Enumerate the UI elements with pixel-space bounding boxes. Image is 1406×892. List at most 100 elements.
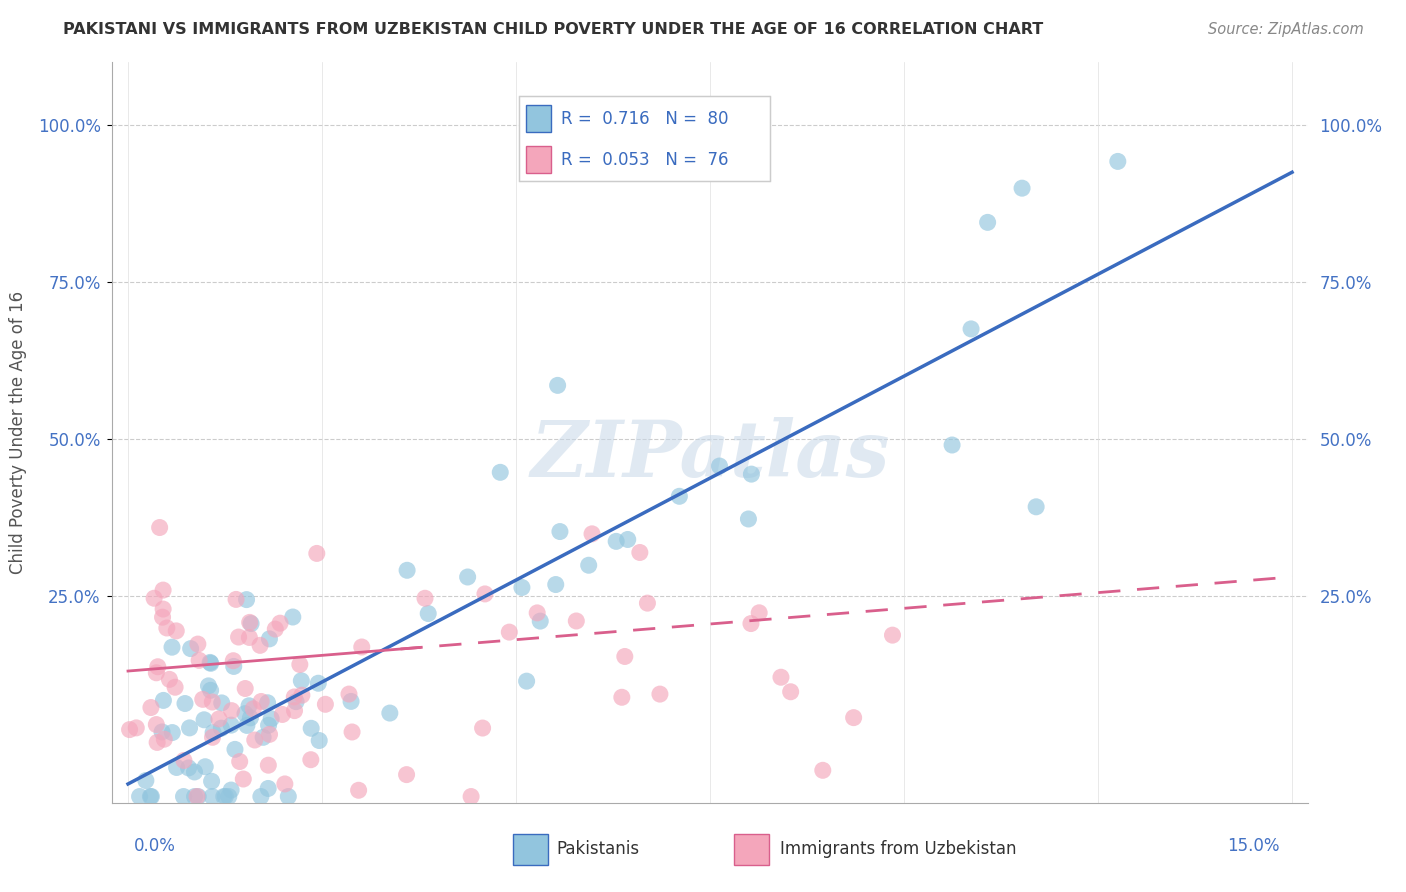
Point: [211, 696, 233, 710]
Point: [413, 591, 436, 606]
Point: [200, 774, 222, 789]
Point: [418, 607, 440, 621]
Point: [201, 731, 224, 745]
Point: [457, 570, 479, 584]
Point: [193, 713, 215, 727]
Point: [941, 438, 963, 452]
Point: [159, 673, 181, 687]
Point: [201, 789, 224, 804]
Point: [252, 731, 274, 745]
Point: [173, 789, 195, 804]
Point: [257, 718, 280, 732]
Point: [529, 614, 551, 628]
Point: [200, 683, 222, 698]
Point: [737, 512, 759, 526]
Point: [337, 687, 360, 701]
Point: [212, 789, 235, 804]
Point: [547, 378, 569, 392]
Point: [299, 721, 322, 735]
Point: [740, 616, 762, 631]
Point: [960, 322, 983, 336]
Point: [183, 764, 205, 779]
Point: [779, 685, 801, 699]
Point: [183, 789, 205, 804]
Point: [264, 622, 287, 636]
Point: [769, 670, 792, 684]
Point: [259, 727, 281, 741]
Point: [648, 687, 671, 701]
Point: [187, 789, 209, 804]
Point: [271, 707, 294, 722]
Point: [283, 690, 305, 704]
Point: [256, 696, 278, 710]
Point: [340, 694, 363, 708]
Point: [125, 721, 148, 735]
Point: [218, 789, 240, 804]
Text: ZIPatlas: ZIPatlas: [530, 417, 890, 493]
Point: [340, 725, 363, 739]
Point: [250, 694, 273, 708]
Point: [610, 690, 633, 705]
Point: [291, 688, 314, 702]
Point: [128, 789, 150, 804]
Point: [314, 698, 336, 712]
Point: [748, 606, 770, 620]
Point: [240, 616, 263, 631]
Point: [740, 467, 762, 482]
Point: [225, 592, 247, 607]
Point: [228, 755, 250, 769]
Point: [209, 721, 232, 735]
Point: [139, 700, 162, 714]
Point: [308, 733, 330, 747]
Point: [395, 767, 418, 781]
Point: [636, 596, 658, 610]
Point: [145, 717, 167, 731]
Point: [613, 649, 636, 664]
Text: 0.0%: 0.0%: [134, 837, 176, 855]
Point: [179, 721, 201, 735]
Point: [232, 772, 254, 786]
Point: [565, 614, 588, 628]
Point: [269, 616, 291, 631]
Point: [146, 735, 169, 749]
Point: [842, 711, 865, 725]
Point: [143, 591, 166, 606]
Point: [1107, 154, 1129, 169]
Point: [156, 621, 179, 635]
Point: [174, 697, 197, 711]
Point: [460, 789, 482, 804]
Text: PAKISTANI VS IMMIGRANTS FROM UZBEKISTAN CHILD POVERTY UNDER THE AGE OF 16 CORREL: PAKISTANI VS IMMIGRANTS FROM UZBEKISTAN …: [63, 22, 1043, 37]
Point: [152, 602, 174, 616]
Point: [239, 711, 262, 725]
Point: [165, 680, 187, 694]
Text: 15.0%: 15.0%: [1227, 837, 1279, 855]
Point: [498, 625, 520, 640]
Point: [233, 681, 256, 696]
Point: [162, 725, 184, 739]
Point: [396, 563, 419, 577]
Point: [290, 673, 312, 688]
Point: [544, 577, 567, 591]
Point: [235, 592, 257, 607]
Point: [811, 764, 834, 778]
Point: [145, 665, 167, 680]
Point: [224, 742, 246, 756]
Point: [1011, 181, 1033, 195]
Point: [194, 760, 217, 774]
Point: [202, 725, 225, 739]
Point: [347, 783, 370, 797]
Point: [709, 458, 731, 473]
Point: [578, 558, 600, 573]
Point: [882, 628, 904, 642]
Point: [277, 789, 299, 804]
Y-axis label: Child Poverty Under the Age of 16: Child Poverty Under the Age of 16: [8, 291, 27, 574]
Point: [350, 640, 373, 654]
Point: [233, 706, 256, 721]
Point: [307, 676, 329, 690]
Point: [581, 526, 603, 541]
Point: [281, 610, 304, 624]
Point: [243, 733, 266, 747]
Point: [257, 758, 280, 772]
Point: [668, 489, 690, 503]
Text: Immigrants from Uzbekistan: Immigrants from Uzbekistan: [780, 840, 1017, 858]
